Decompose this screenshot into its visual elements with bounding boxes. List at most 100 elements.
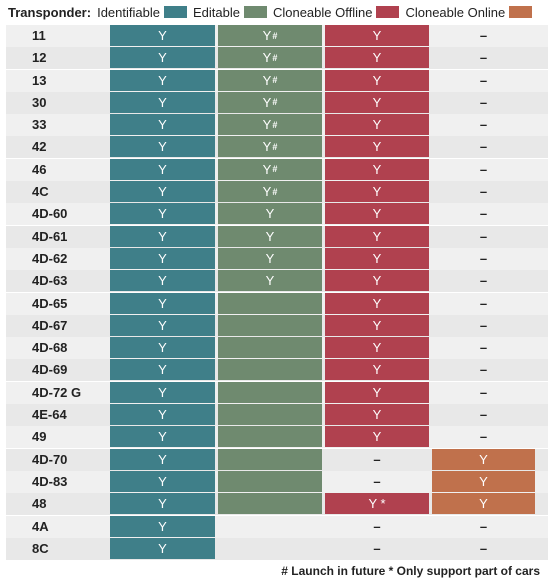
cell-editable: Y #: [218, 181, 322, 203]
cell-cloneable-offline: –: [373, 473, 381, 489]
table-row: 4A Y – –: [6, 515, 548, 538]
table-row: 4D-70 Y – Y: [6, 448, 548, 471]
cell-editable: Y: [218, 225, 322, 247]
legend-label: Cloneable Offline: [272, 4, 373, 20]
cell-cloneable-online: Y: [432, 493, 535, 515]
cell-editable: Y #: [218, 69, 322, 91]
cell-cloneable-online: –: [479, 295, 488, 311]
cell-cloneable-offline: Y: [325, 25, 429, 46]
transponder-table: 11 Y Y # Y –12 Y Y # Y –13 Y Y # Y –30 Y Y # Y –33 Y Y # Y –42 Y Y #…: [6, 25, 548, 560]
cell-cloneable-online: –: [479, 250, 488, 266]
cell-identifiable: Y: [110, 359, 215, 381]
cell-editable: Y #: [218, 136, 322, 158]
table-row: 46 Y Y # Y –: [6, 158, 548, 181]
cell-identifiable: Y: [110, 292, 215, 314]
cell-cloneable-online: –: [479, 429, 488, 445]
cell-cloneable-offline: Y: [325, 69, 429, 91]
cell-cloneable-online: –: [479, 94, 488, 110]
legend-item-cloneable-online: Cloneable Online: [405, 4, 533, 20]
cell-identifiable: Y: [110, 470, 215, 492]
cell-cloneable-online: –: [479, 28, 488, 43]
cell-cloneable-offline: Y: [325, 359, 429, 381]
cell-editable: [218, 381, 322, 403]
table-row: 42 Y Y # Y –: [6, 136, 548, 159]
cell-identifiable: Y: [110, 314, 215, 336]
row-label: 4C: [32, 184, 49, 200]
row-label: 4D-62: [32, 250, 68, 266]
cell-editable: [218, 404, 322, 426]
cell-identifiable: Y: [110, 69, 215, 91]
cell-editable: Y #: [218, 114, 322, 136]
row-label: 48: [32, 496, 47, 512]
cell-cloneable-online: –: [479, 518, 488, 534]
cell-cloneable-online: –: [479, 540, 488, 556]
cell-identifiable: Y: [110, 136, 215, 158]
table-row: 12 Y Y # Y –: [6, 47, 548, 70]
legend-title: Transponder:: [8, 4, 92, 20]
cell-identifiable: Y: [110, 337, 215, 359]
table-row: 4D-62 Y Y Y –: [6, 247, 548, 270]
cell-cloneable-offline: –: [373, 540, 381, 556]
cell-cloneable-offline: Y: [325, 270, 429, 292]
cell-cloneable-offline: Y: [325, 181, 429, 203]
cell-identifiable: Y: [110, 225, 215, 247]
cell-cloneable-online: Y: [432, 470, 535, 492]
row-label: 4D-61: [32, 228, 68, 244]
table-row: 4D-72 G Y Y –: [6, 381, 548, 404]
cell-identifiable: Y: [110, 247, 215, 269]
row-label: 33: [32, 117, 47, 133]
cell-identifiable: Y: [110, 114, 215, 136]
legend-label: Cloneable Online: [405, 4, 506, 20]
cell-editable: [218, 292, 322, 314]
cell-identifiable: Y: [110, 203, 215, 225]
cell-editable: Y: [218, 270, 322, 292]
cell-cloneable-online: Y: [432, 448, 535, 470]
cell-cloneable-online: –: [479, 273, 488, 289]
cell-cloneable-offline: Y: [325, 136, 429, 158]
legend-swatch: [509, 6, 533, 18]
row-label: 46: [32, 161, 47, 177]
cell-cloneable-online: –: [479, 228, 488, 244]
row-label: 4E-64: [32, 407, 67, 423]
cell-editable: [218, 516, 322, 537]
cell-editable: [218, 314, 322, 336]
legend-label: Editable: [192, 4, 240, 20]
table-row: 4D-83 Y – Y: [6, 470, 548, 493]
cell-cloneable-offline: Y: [325, 381, 429, 403]
legend-swatch: [243, 6, 267, 18]
cell-editable: [218, 359, 322, 381]
legend-swatch: [163, 6, 187, 18]
table-row: 4D-68 Y Y –: [6, 337, 548, 360]
legend-item-cloneable-offline: Cloneable Offline: [273, 5, 400, 20]
table-row: 48 Y Y * Y: [6, 493, 548, 516]
cell-identifiable: Y: [110, 448, 215, 470]
row-label: 8C: [32, 540, 49, 556]
table-row: 4C Y Y # Y –: [6, 181, 548, 204]
cell-editable: [218, 470, 322, 492]
cell-cloneable-online: –: [479, 340, 488, 356]
row-label: 4D-65: [32, 295, 68, 311]
cell-identifiable: Y: [110, 426, 215, 448]
cell-identifiable: Y: [110, 515, 215, 537]
cell-identifiable: Y: [110, 270, 215, 292]
cell-cloneable-online: –: [479, 407, 488, 423]
cell-cloneable-offline: Y: [325, 203, 429, 225]
table-row: 13 Y Y # Y –: [6, 69, 548, 92]
table-row: 11 Y Y # Y –: [6, 25, 548, 47]
cell-editable: Y #: [218, 158, 322, 180]
cell-editable: Y: [218, 247, 322, 269]
cell-identifiable: Y: [110, 493, 215, 515]
row-label: 13: [32, 72, 47, 88]
cell-cloneable-online: –: [479, 317, 488, 333]
row-label: 4D-70: [32, 451, 68, 467]
table-row: 4D-65 Y Y –: [6, 292, 548, 315]
cell-identifiable: Y: [110, 537, 215, 559]
table-row: 4D-61 Y Y Y –: [6, 225, 548, 248]
row-label: 4D-63: [32, 273, 68, 289]
cell-cloneable-online: –: [479, 161, 488, 177]
row-label: 12: [32, 50, 47, 66]
table-row: 33 Y Y # Y –: [6, 114, 548, 137]
cell-identifiable: Y: [110, 91, 215, 113]
row-label: 4D-69: [32, 362, 68, 378]
cell-cloneable-online: –: [479, 117, 488, 133]
